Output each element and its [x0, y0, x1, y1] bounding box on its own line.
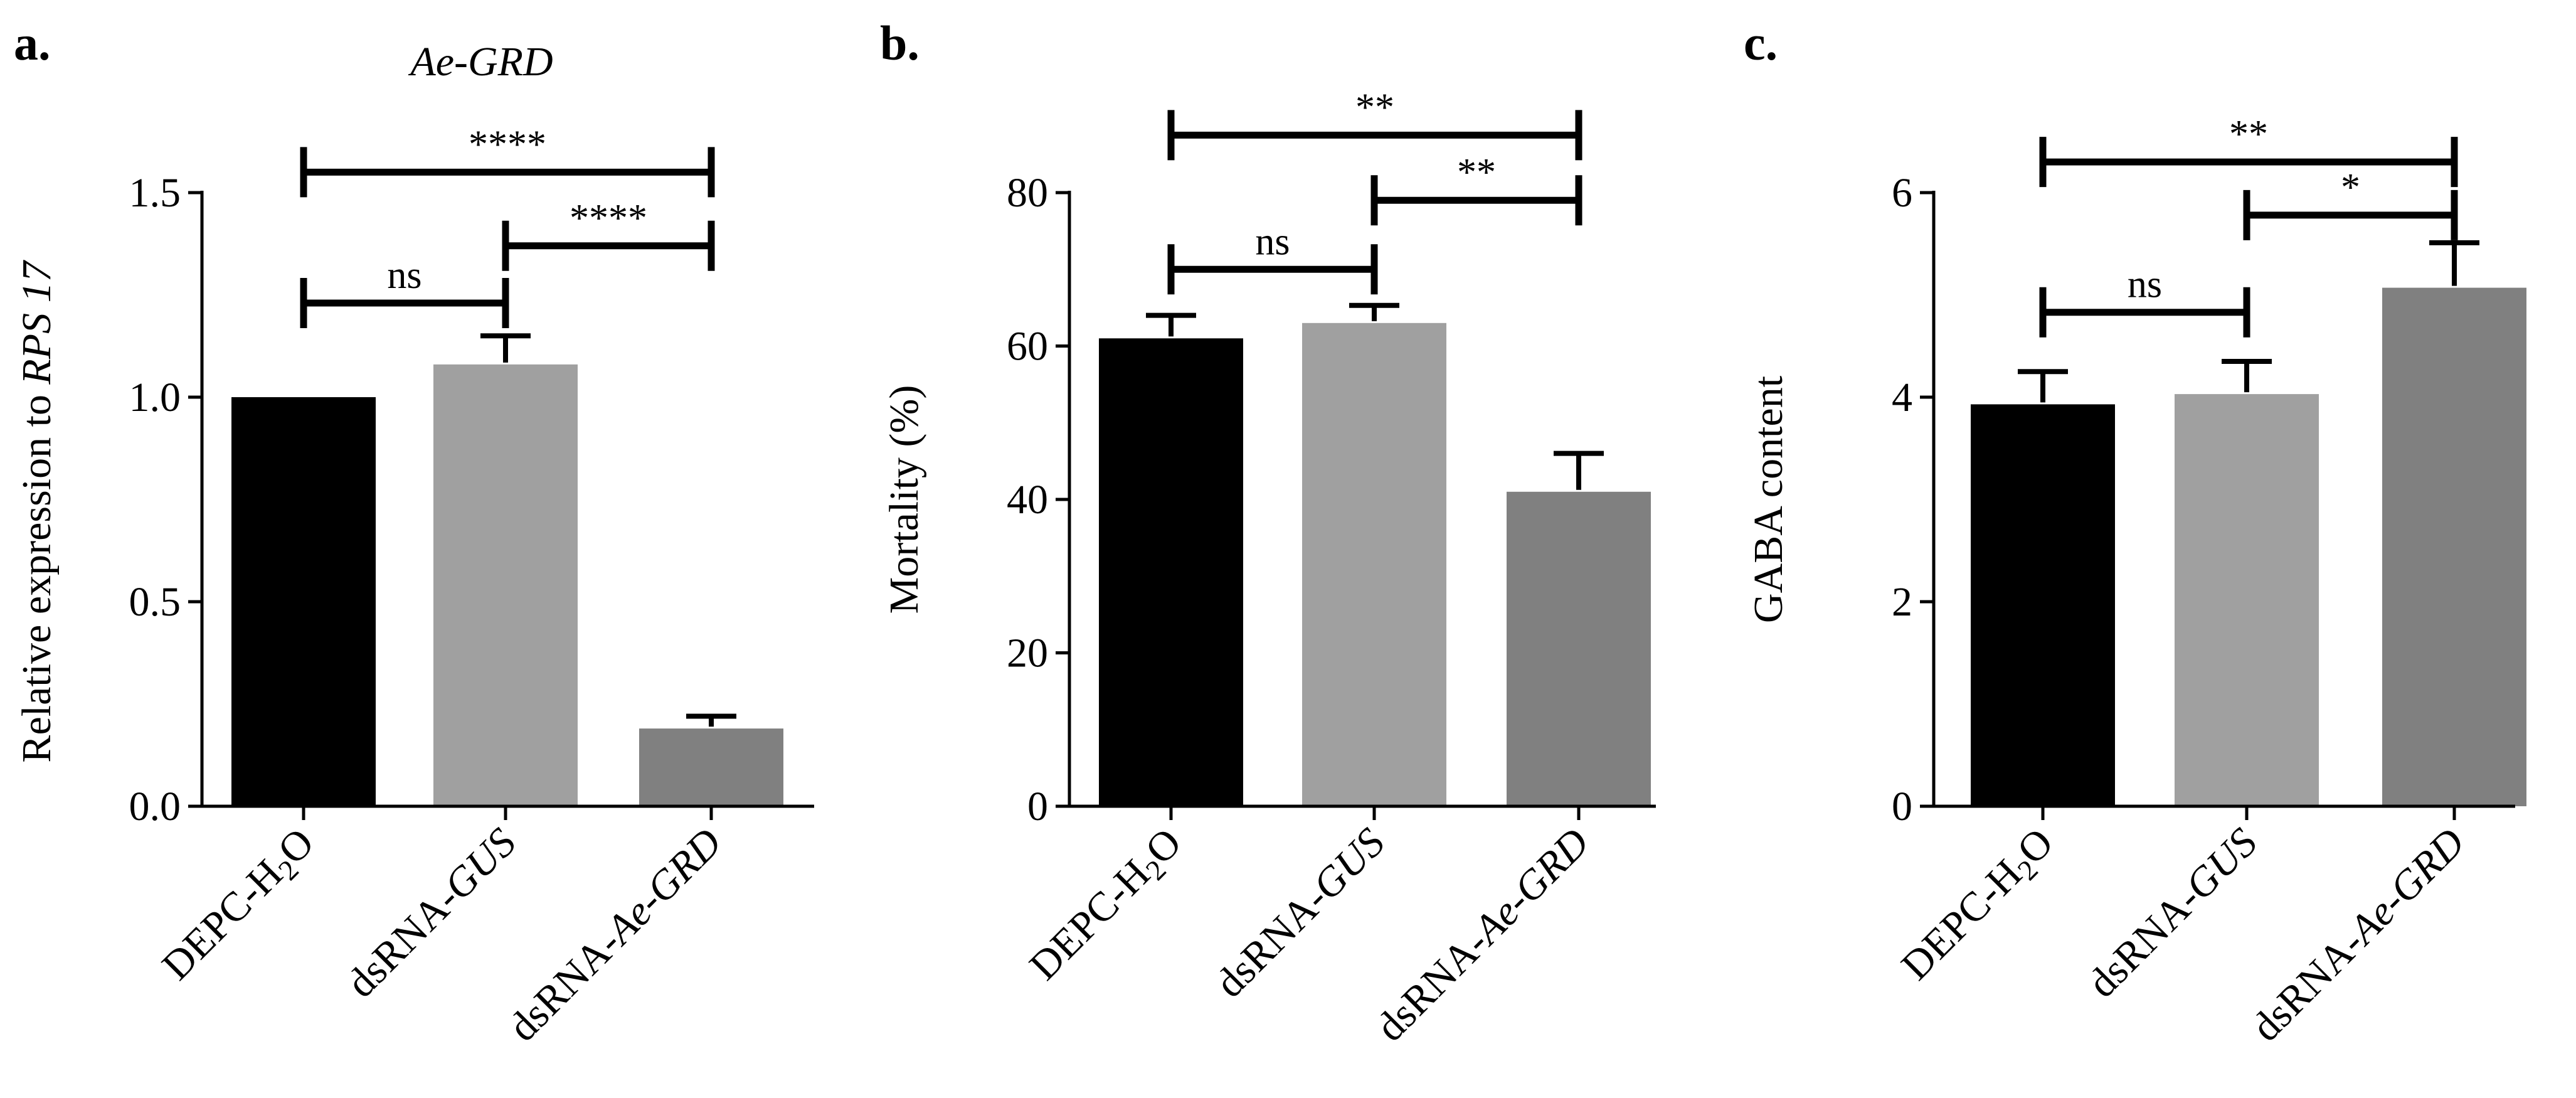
- chart-panel-2: b. 0 20 40 60 80 DEPC-H2OdsRNA-GUSdsRNA-Ae-GRD…: [880, 16, 1656, 1050]
- y-axis-title: GABA content: [1746, 376, 1791, 623]
- category-label: dsRNA-GUS: [1207, 819, 1394, 1006]
- y-tick-label: 40: [1007, 477, 1048, 523]
- bar: [639, 728, 783, 806]
- significance-bracket: [2039, 287, 2250, 338]
- significance-label: **: [1457, 151, 1496, 194]
- bar: [2382, 287, 2526, 807]
- y-axis-title: Mortality (%): [881, 385, 927, 614]
- panel-label: c.: [1744, 16, 1778, 70]
- y-axis-title: Relative expression to RPS 17: [14, 259, 60, 762]
- error-bar: [686, 713, 736, 727]
- y-tick-label: 0.5: [129, 579, 181, 625]
- y-tick-label: 60: [1007, 324, 1048, 370]
- panel-label: a.: [14, 16, 51, 70]
- bar: [1507, 491, 1651, 806]
- y-tick-label: 20: [1007, 631, 1048, 676]
- bar: [433, 364, 578, 806]
- significance-bracket: [300, 147, 715, 198]
- bar: [1099, 338, 1243, 806]
- error-bar: [2222, 358, 2272, 393]
- y-tick-label: 80: [1007, 170, 1048, 216]
- error-bar: [1554, 450, 1604, 490]
- significance-label: ns: [2128, 264, 2162, 306]
- y-tick-label: 6: [1892, 170, 1912, 216]
- y-tick-label: 0.0: [129, 784, 181, 829]
- error-bar: [2018, 369, 2068, 403]
- category-label: dsRNA-Ae-GRD: [2243, 819, 2474, 1050]
- category-label: DEPC-H2O: [1892, 819, 2065, 992]
- error-bar: [2429, 240, 2479, 286]
- category-label: dsRNA-Ae-GRD: [500, 819, 731, 1050]
- significance-label: ****: [469, 123, 546, 166]
- significance-label: **: [1355, 86, 1394, 129]
- y-tick-label: 0: [1027, 784, 1048, 829]
- chart-panel-1: a. Ae-GRD 0.0 0.5 1.0 1.5 DEPC-H2OdsRNA-GUSdsR…: [14, 16, 814, 1050]
- y-tick-label: 1.5: [129, 170, 181, 216]
- bar: [1971, 404, 2115, 806]
- significance-bracket: [1370, 175, 1582, 226]
- chart-title: Ae-GRD: [408, 39, 553, 85]
- significance-bracket: [300, 278, 509, 329]
- category-label: DEPC-H2O: [153, 819, 326, 992]
- bar: [231, 397, 376, 806]
- significance-label: **: [2229, 113, 2268, 156]
- panel-label: b.: [880, 16, 920, 70]
- category-label: dsRNA-Ae-GRD: [1367, 819, 1598, 1050]
- significance-bracket: [1167, 110, 1582, 161]
- y-tick-label: 2: [1892, 579, 1912, 625]
- category-label: dsRNA-GUS: [338, 819, 525, 1006]
- bar: [2175, 394, 2319, 806]
- significance-bracket: [502, 220, 715, 271]
- significance-bracket: [2243, 189, 2458, 240]
- significance-label: *: [2341, 166, 2360, 209]
- significance-label: ns: [387, 254, 421, 297]
- error-bar: [480, 333, 531, 363]
- bar: [1302, 322, 1446, 806]
- error-bar: [1146, 312, 1196, 337]
- category-label: dsRNA-GUS: [2079, 819, 2266, 1006]
- error-bar: [1349, 302, 1399, 321]
- significance-label: ns: [1255, 220, 1290, 263]
- y-tick-label: 4: [1892, 375, 1912, 420]
- significance-bracket: [2039, 137, 2458, 188]
- category-label: DEPC-H2O: [1020, 819, 1193, 992]
- y-tick-label: 0: [1892, 784, 1912, 829]
- significance-bracket: [1167, 244, 1378, 295]
- significance-label: ****: [570, 197, 647, 240]
- y-tick-label: 1.0: [129, 375, 181, 420]
